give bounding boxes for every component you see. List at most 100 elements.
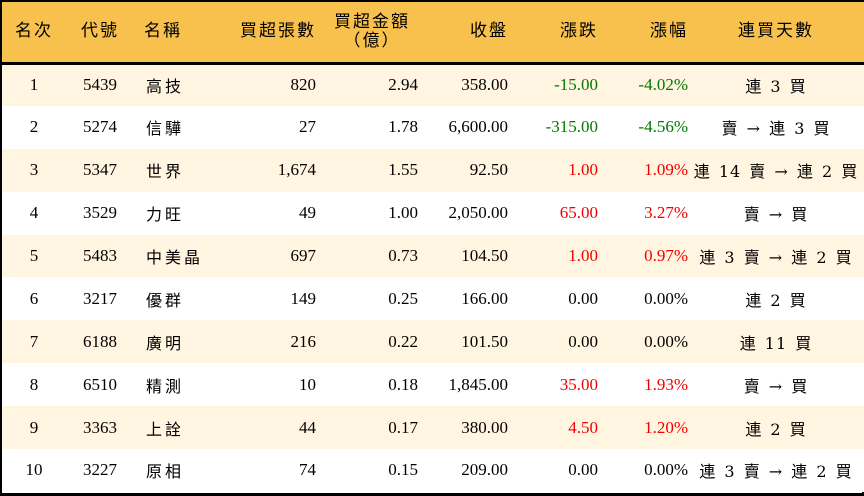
cell-net-buy-amount: 0.18 [388, 374, 418, 394]
cell-change-pct: 1.20% [644, 417, 688, 437]
cell-net-buy-amount: 0.22 [388, 331, 418, 351]
cell-close: 101.50 [461, 331, 508, 351]
cell-net-buy-lots: 44 [299, 417, 316, 437]
table-row[interactable]: 1 5439 高技 820 2.94 358.00 -15.00 -4.02% … [2, 63, 864, 106]
header-close[interactable]: 收盤 [418, 2, 508, 65]
cell-close: 1,845.00 [448, 374, 509, 394]
cell-net-buy-amount: 0.17 [388, 417, 418, 437]
header-buy-streak[interactable]: 連買天數 [688, 2, 864, 65]
cell-close: 358.00 [461, 75, 508, 95]
cell-net-buy-lots: 820 [290, 75, 317, 95]
cell-net-buy-amount: 1.00 [388, 203, 418, 223]
table-row[interactable]: 4 3529 力旺 49 1.00 2,050.00 65.00 3.27% 賣… [2, 191, 864, 235]
cell-name: 世界 [146, 162, 185, 182]
cell-net-buy-lots: 216 [290, 331, 317, 351]
cell-change-pct: 0.00% [644, 288, 688, 308]
cell-buy-streak: 連 3 賣 → 連 2 買 [699, 462, 853, 482]
cell-buy-streak: 連 2 買 [745, 419, 807, 439]
cell-net-buy-amount: 0.73 [388, 246, 418, 265]
cell-rank: 2 [29, 117, 39, 137]
header-net-buy-amount-line2: （億） [343, 30, 401, 51]
table-row[interactable]: 7 6188 廣明 216 0.22 101.50 0.00 0.00% 連 1… [2, 320, 864, 364]
cell-change: 0.00 [568, 460, 598, 480]
cell-change: 1.00 [568, 160, 598, 180]
cell-rank: 3 [29, 160, 39, 180]
cell-buy-streak: 連 14 賣 → 連 2 買 [693, 162, 859, 182]
cell-name: 中美晶 [146, 248, 204, 267]
header-net-buy-amount[interactable]: 買超金額 （億） [318, 2, 418, 65]
cell-rank: 4 [29, 203, 39, 223]
cell-rank: 9 [29, 417, 39, 437]
header-name[interactable]: 名稱 [134, 2, 222, 65]
header-code[interactable]: 代號 [66, 2, 134, 65]
header-change-pct[interactable]: 漲幅 [598, 2, 688, 65]
cell-change: -315.00 [545, 117, 598, 137]
cell-change: 0.00 [568, 288, 598, 308]
cell-buy-streak: 連 2 買 [745, 290, 807, 310]
cell-rank: 8 [29, 374, 39, 394]
cell-rank: 1 [29, 75, 39, 95]
cell-close: 104.50 [461, 246, 508, 265]
cell-change: 4.50 [568, 417, 598, 437]
table-row[interactable]: 3 5347 世界 1,674 1.55 92.50 1.00 1.09% 連 … [2, 148, 864, 192]
cell-buy-streak: 連 3 買 [745, 77, 807, 97]
cell-code: 5483 [83, 246, 117, 265]
cell-close: 166.00 [461, 288, 508, 308]
cell-buy-streak: 賣 → 買 [743, 205, 809, 225]
cell-close: 6,600.00 [448, 117, 509, 137]
table-row[interactable]: 10 3227 原相 74 0.15 209.00 0.00 0.00% 連 3… [2, 449, 864, 492]
table-row[interactable]: 2 5274 信驊 27 1.78 6,600.00 -315.00 -4.56… [2, 105, 864, 149]
cell-name: 高技 [146, 77, 185, 97]
table-row[interactable]: 9 3363 上詮 44 0.17 380.00 4.50 1.20% 連 2 … [2, 406, 864, 450]
cell-change-pct: 3.27% [644, 203, 688, 223]
cell-net-buy-amount: 2.94 [388, 75, 418, 95]
cell-code: 6188 [83, 331, 117, 351]
cell-name: 精測 [146, 376, 185, 396]
cell-change-pct: 1.93% [644, 374, 688, 394]
cell-net-buy-lots: 1,674 [277, 160, 316, 180]
cell-close: 380.00 [461, 417, 508, 437]
cell-net-buy-lots: 697 [290, 246, 317, 265]
cell-net-buy-lots: 27 [299, 117, 316, 137]
cell-net-buy-lots: 149 [290, 288, 317, 308]
cell-change: 35.00 [559, 374, 598, 394]
cell-change-pct: 0.00% [644, 331, 688, 351]
header-net-buy-lots[interactable]: 買超張數 [222, 2, 318, 65]
cell-change: 0.00 [568, 331, 598, 351]
header-net-buy-amount-line1: 買超金額 [334, 11, 410, 32]
cell-close: 92.50 [469, 160, 508, 180]
cell-name: 廣明 [146, 333, 185, 353]
cell-buy-streak: 連 3 賣 → 連 2 買 [699, 248, 853, 267]
cell-change-pct: 1.09% [644, 160, 688, 180]
cell-change-pct: 0.00% [644, 460, 688, 480]
cell-change-pct: -4.02% [638, 75, 688, 95]
cell-buy-streak: 連 11 買 [739, 333, 813, 353]
cell-code: 5347 [83, 160, 117, 180]
cell-code: 3227 [83, 460, 117, 480]
header-change[interactable]: 漲跌 [508, 2, 598, 65]
cell-net-buy-amount: 1.55 [388, 160, 418, 180]
cell-change-pct: 0.97% [644, 246, 688, 265]
cell-rank: 5 [29, 246, 39, 265]
cell-buy-streak: 賣 → 連 3 買 [721, 119, 831, 139]
cell-code: 3529 [83, 203, 117, 223]
cell-rank: 10 [25, 460, 43, 480]
cell-code: 5439 [83, 75, 117, 95]
cell-code: 6510 [83, 374, 117, 394]
cell-change: 1.00 [568, 246, 598, 265]
cell-change: -15.00 [554, 75, 598, 95]
table-row[interactable]: 6 3217 優群 149 0.25 166.00 0.00 0.00% 連 2… [2, 277, 864, 321]
table-body: 1 5439 高技 820 2.94 358.00 -15.00 -4.02% … [2, 63, 864, 492]
cell-net-buy-lots: 74 [299, 460, 316, 480]
cell-code: 3363 [83, 417, 117, 437]
table-row[interactable]: 8 6510 精測 10 0.18 1,845.00 35.00 1.93% 賣… [2, 363, 864, 407]
cell-buy-streak: 賣 → 買 [743, 376, 809, 396]
cell-name: 上詮 [146, 419, 185, 439]
cell-net-buy-amount: 0.15 [388, 460, 418, 480]
cell-code: 3217 [83, 288, 117, 308]
cell-name: 力旺 [146, 205, 185, 225]
table-row[interactable]: 5 5483 中美晶 697 0.73 104.50 1.00 0.97% 連 … [2, 234, 864, 278]
header-rank[interactable]: 名次 [2, 2, 66, 65]
